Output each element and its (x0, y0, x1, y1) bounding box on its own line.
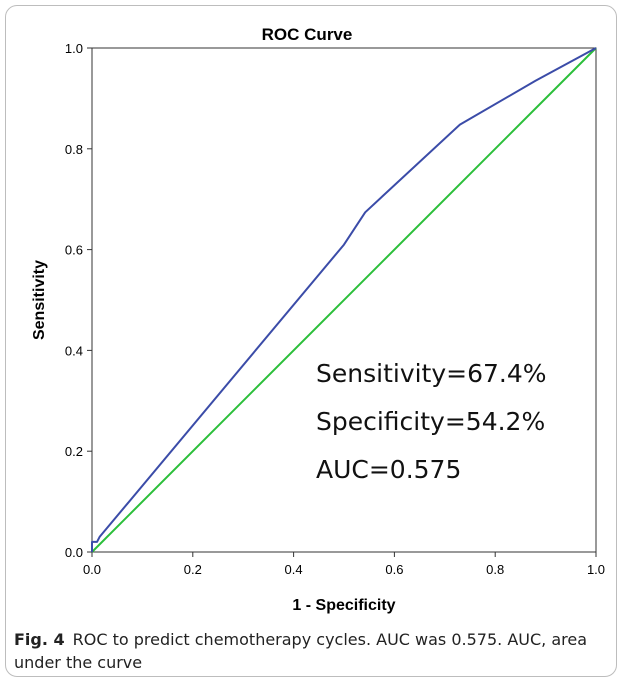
chart-title: ROC Curve (262, 25, 353, 44)
x-tick-label: 0.4 (285, 562, 303, 577)
x-axis-ticks: 0.0 0.2 0.4 0.6 0.8 1.0 (83, 552, 605, 577)
figure-caption: Fig. 4 ROC to predict chemotherapy cycles… (14, 628, 610, 674)
annotation-auc: AUC=0.575 (316, 455, 461, 484)
plot-area (91, 47, 597, 553)
annotation-specificity: Specificity=54.2% (316, 407, 545, 436)
roc-curve-line (91, 47, 597, 552)
y-tick-label: 0.0 (65, 545, 83, 560)
x-tick-label: 0.6 (385, 562, 403, 577)
x-tick-label: 0.8 (486, 562, 504, 577)
x-tick-label: 0.2 (184, 562, 202, 577)
y-axis-label: Sensitivity (31, 260, 48, 340)
figure-frame (5, 5, 617, 677)
roc-chart: ROC Curve 0.0 0.2 0.4 0.6 0.8 1.0 0.00.20.40.… (31, 25, 605, 614)
y-axis-ticks: 0.0 0.2 0.4 0.6 0.8 1.0 (65, 41, 92, 560)
y-tick-label: 0.4 (65, 343, 83, 358)
y-tick-label: 0.2 (65, 444, 83, 459)
annotation-sensitivity: Sensitivity=67.4% (316, 359, 547, 388)
caption-text: ROC to predict chemotherapy cycles. AUC … (14, 630, 588, 672)
reference-diagonal-line (91, 47, 597, 553)
x-axis-label: 1 - Specificity (292, 597, 395, 614)
series-layer (91, 47, 597, 553)
y-tick-label: 0.6 (65, 243, 83, 258)
caption-label: Fig. 4 (14, 630, 65, 649)
x-tick-label: 0.0 (83, 562, 101, 577)
x-tick-label: 1.0 (587, 562, 605, 577)
y-tick-label: 1.0 (65, 41, 83, 56)
y-tick-label: 0.8 (65, 142, 83, 157)
